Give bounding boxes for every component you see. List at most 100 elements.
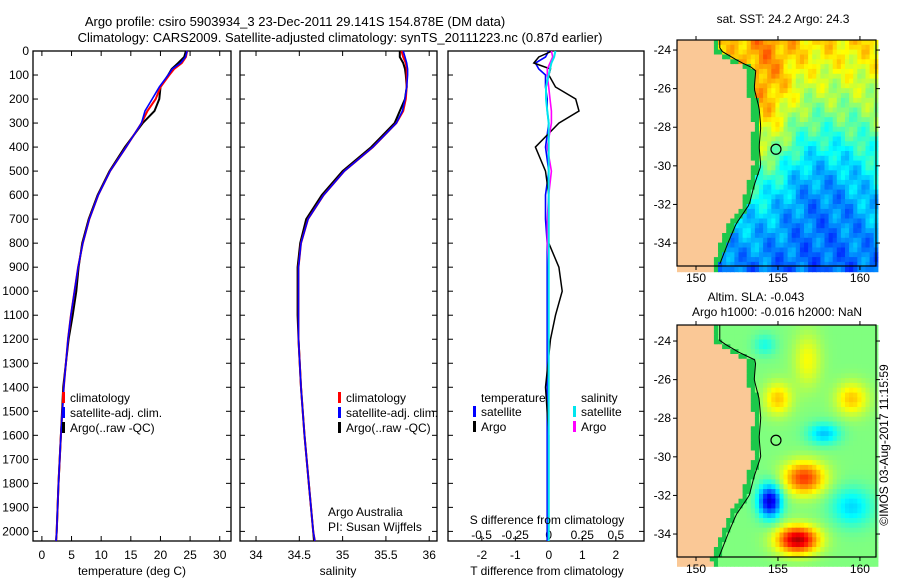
map-cell bbox=[812, 237, 817, 244]
map-cell bbox=[799, 194, 805, 200]
map-cell bbox=[783, 363, 789, 369]
map-cell bbox=[853, 44, 858, 51]
map-cell bbox=[709, 83, 715, 89]
map-cell bbox=[816, 266, 821, 273]
map-cell bbox=[791, 68, 797, 75]
map-cell bbox=[845, 402, 850, 408]
map-cell bbox=[681, 354, 686, 360]
map-cell bbox=[787, 542, 793, 548]
map-cell bbox=[754, 460, 760, 466]
map-cell bbox=[783, 117, 789, 123]
map-cell bbox=[775, 112, 781, 118]
map-cell bbox=[824, 179, 830, 186]
map-cell bbox=[775, 93, 781, 99]
map-cell bbox=[750, 155, 756, 162]
map-cell bbox=[718, 334, 723, 341]
map-cell bbox=[861, 518, 867, 524]
map-cell bbox=[849, 54, 854, 60]
map-cell bbox=[849, 489, 854, 495]
lat-tick-label: -28 bbox=[654, 120, 672, 134]
map-cell bbox=[713, 228, 719, 234]
map-cell bbox=[705, 107, 711, 113]
map-cell bbox=[722, 445, 727, 451]
map-cell bbox=[779, 392, 785, 398]
map-cell bbox=[857, 339, 862, 345]
map-cell bbox=[840, 252, 846, 258]
map-cell bbox=[722, 44, 727, 51]
map-cell bbox=[697, 247, 703, 253]
map-cell bbox=[816, 112, 821, 118]
map-cell bbox=[689, 489, 694, 495]
map-cell bbox=[824, 339, 830, 345]
map-cell bbox=[730, 88, 735, 94]
map-cell bbox=[845, 83, 850, 89]
map-cell bbox=[677, 363, 682, 369]
map-cell bbox=[689, 170, 694, 176]
map-cell bbox=[824, 382, 830, 389]
map-cell bbox=[718, 503, 723, 509]
map-cell bbox=[689, 542, 694, 548]
map-cell bbox=[779, 407, 785, 413]
map-cell bbox=[689, 112, 694, 118]
map-cell bbox=[787, 175, 793, 181]
map-cell bbox=[685, 358, 690, 365]
y-tick-label: 1000 bbox=[2, 284, 29, 298]
map-cell bbox=[845, 498, 850, 505]
map-cell bbox=[693, 392, 699, 398]
map-cell bbox=[787, 334, 793, 341]
map-cell bbox=[865, 208, 871, 215]
map-cell bbox=[738, 223, 744, 229]
map-cell bbox=[738, 73, 744, 80]
map-cell bbox=[869, 40, 875, 46]
map-cell bbox=[828, 445, 834, 451]
map-cell bbox=[828, 402, 834, 408]
map-cell bbox=[746, 522, 752, 529]
map-cell bbox=[816, 49, 821, 55]
y-tick-label: 1500 bbox=[2, 404, 29, 418]
map-cell bbox=[734, 329, 740, 336]
map-cell bbox=[849, 131, 854, 138]
map-cell bbox=[853, 208, 858, 215]
map-cell bbox=[865, 387, 871, 394]
map-cell bbox=[713, 122, 719, 128]
map-cell bbox=[738, 431, 744, 437]
map-cell bbox=[681, 194, 686, 200]
map-cell bbox=[734, 218, 740, 224]
map-cell bbox=[816, 527, 821, 534]
map-cell bbox=[763, 126, 768, 133]
map-cell bbox=[742, 199, 748, 205]
map-cell bbox=[771, 527, 776, 534]
map-cell bbox=[722, 242, 727, 248]
map-cell bbox=[685, 460, 690, 466]
map-cell bbox=[750, 508, 756, 514]
map-cell bbox=[869, 354, 875, 360]
map-cell bbox=[738, 479, 744, 485]
map-cell bbox=[865, 102, 871, 109]
map-cell bbox=[828, 334, 834, 341]
map-cell bbox=[799, 407, 805, 413]
map-cell bbox=[742, 233, 748, 239]
map-cell bbox=[750, 141, 756, 147]
map-cell bbox=[681, 242, 686, 248]
map-cell bbox=[726, 518, 731, 524]
map-cell bbox=[722, 107, 727, 113]
map-cell bbox=[849, 112, 854, 118]
map-cell bbox=[857, 146, 862, 152]
map-cell bbox=[697, 407, 703, 413]
map-cell bbox=[709, 204, 715, 210]
map-cell bbox=[869, 489, 875, 495]
map-cell bbox=[767, 233, 772, 239]
map-cell bbox=[804, 469, 809, 476]
map-cell bbox=[828, 242, 834, 248]
map-cell bbox=[713, 126, 719, 133]
map-cell bbox=[799, 416, 805, 423]
map-cell bbox=[783, 522, 789, 529]
map-cell bbox=[849, 107, 854, 113]
map-cell bbox=[701, 179, 707, 186]
map-cell bbox=[865, 252, 871, 258]
map-cell bbox=[685, 160, 690, 166]
map-cell bbox=[709, 378, 715, 384]
map-cell bbox=[808, 131, 813, 138]
map-cell bbox=[742, 436, 748, 442]
map-cell bbox=[804, 117, 809, 123]
